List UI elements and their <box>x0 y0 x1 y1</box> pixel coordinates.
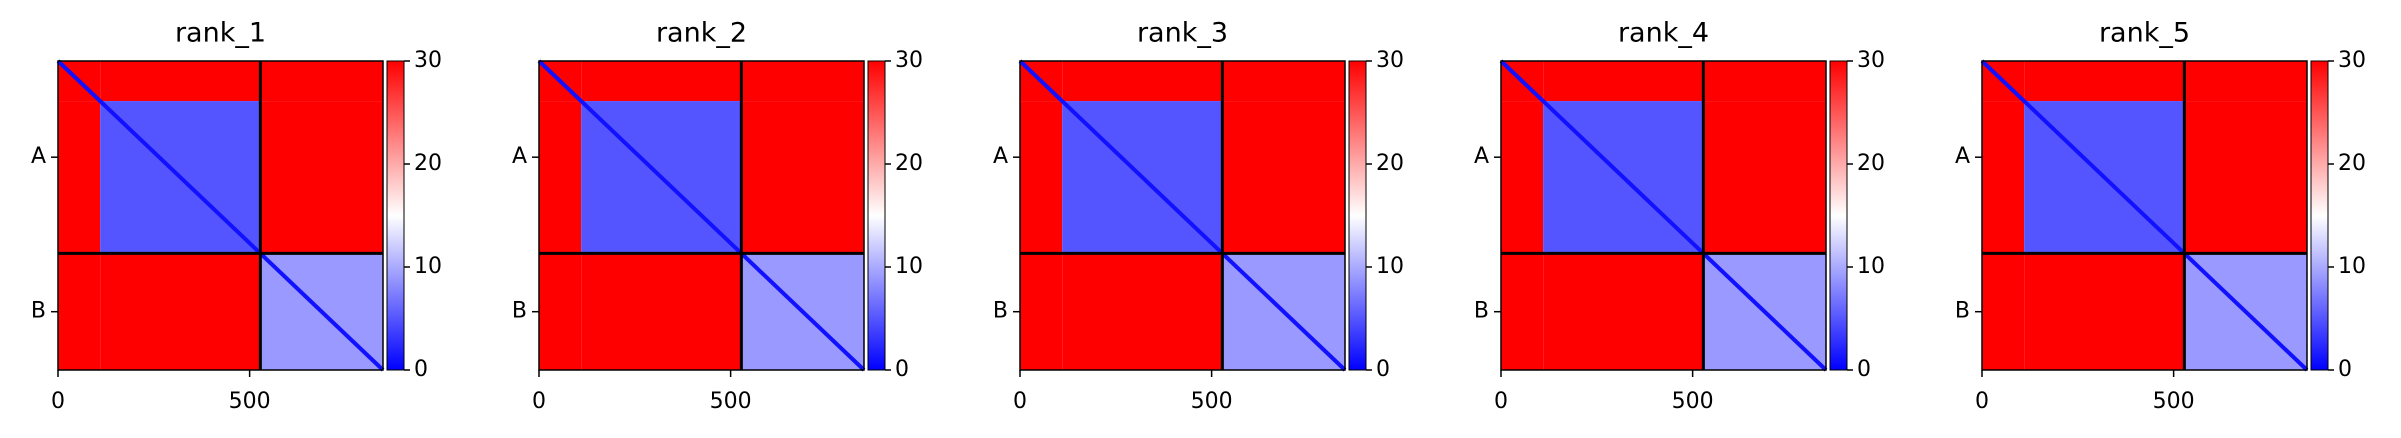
colorbar-tick-label: 20 <box>2338 151 2366 176</box>
chart-title: rank_4 <box>1618 18 1709 49</box>
colorbar-tick-label: 0 <box>1376 357 1390 382</box>
colorbar-tick-label: 30 <box>1376 48 1404 73</box>
plot-frame <box>1500 60 1827 371</box>
heatmap-cell <box>1062 253 1223 370</box>
x-tick-label: 0 <box>1494 389 1508 414</box>
colorbar <box>1348 60 1367 371</box>
heatmap-cell <box>1020 253 1063 370</box>
heatmap-cell <box>1703 101 1826 254</box>
heatmap-cell <box>260 101 383 254</box>
colorbar <box>1829 60 1848 371</box>
colorbar <box>867 60 886 371</box>
y-tick-label: A <box>512 144 527 169</box>
colorbar-tick-label: 20 <box>1376 151 1404 176</box>
colorbar-tick-label: 20 <box>1857 151 1885 176</box>
x-tick-label: 500 <box>710 389 752 414</box>
x-tick-label: 500 <box>1191 389 1233 414</box>
chart-title: rank_5 <box>2099 18 2190 49</box>
y-tick-label: B <box>1955 299 1970 324</box>
colorbar-tick-label: 10 <box>1376 254 1404 279</box>
colorbar-tick-label: 10 <box>895 254 923 279</box>
plot-frame <box>538 60 865 371</box>
heatmap-cell <box>1982 253 2025 370</box>
diagonal <box>1499 59 1828 372</box>
diagonal <box>537 59 866 372</box>
x-tick-label: 0 <box>1013 389 1027 414</box>
heatmap-cell <box>58 101 101 254</box>
plot-frame <box>57 60 384 371</box>
x-tick-label: 500 <box>1672 389 1714 414</box>
chart-title: rank_1 <box>175 18 266 49</box>
colorbar-tick-label: 0 <box>414 357 428 382</box>
diagonal <box>1980 59 2309 372</box>
colorbar-tick-label: 30 <box>895 48 923 73</box>
heatmap-cell <box>2184 61 2307 102</box>
x-tick-label: 500 <box>229 389 271 414</box>
heatmap-cell <box>1020 101 1063 254</box>
heatmap-cell <box>1222 61 1345 102</box>
plot-frame <box>1019 60 1346 371</box>
heatmap-cell <box>2184 101 2307 254</box>
diagonal <box>1018 59 1347 372</box>
heatmap-cell <box>100 61 261 102</box>
y-tick-label: A <box>993 144 1008 169</box>
chart-title: rank_3 <box>1137 18 1228 49</box>
y-tick-label: A <box>1474 144 1489 169</box>
colorbar-tick-label: 10 <box>2338 254 2366 279</box>
colorbar-tick-label: 0 <box>2338 357 2352 382</box>
y-tick-label: B <box>1474 299 1489 324</box>
heatmap-cell <box>2024 61 2185 102</box>
heatmap-cell <box>2024 253 2185 370</box>
heatmap-cell <box>1543 253 1704 370</box>
x-tick-label: 0 <box>51 389 65 414</box>
colorbar-tick-label: 0 <box>895 357 909 382</box>
heatmap-cell <box>260 61 383 102</box>
y-tick-label: A <box>1955 144 1970 169</box>
heatmap-cell <box>581 253 742 370</box>
colorbar-tick-label: 10 <box>414 254 442 279</box>
heatmap-cell <box>581 61 742 102</box>
y-tick-label: A <box>31 144 46 169</box>
y-tick-label: B <box>993 299 1008 324</box>
x-tick-label: 0 <box>532 389 546 414</box>
colorbar-tick-label: 30 <box>2338 48 2366 73</box>
x-tick-label: 0 <box>1975 389 1989 414</box>
heatmap-cell <box>1703 61 1826 102</box>
colorbar-tick-label: 20 <box>414 151 442 176</box>
colorbar <box>2310 60 2329 371</box>
colorbar-tick-label: 20 <box>895 151 923 176</box>
y-tick-label: B <box>31 299 46 324</box>
heatmap-cell <box>1982 101 2025 254</box>
heatmap-cell <box>1062 61 1223 102</box>
heatmap-cell <box>100 253 261 370</box>
heatmap-cell <box>1501 101 1544 254</box>
colorbar-tick-label: 30 <box>414 48 442 73</box>
heatmap-cell <box>1501 253 1544 370</box>
diagonal <box>56 59 385 372</box>
colorbar-tick-label: 0 <box>1857 357 1871 382</box>
heatmap-cell <box>741 101 864 254</box>
heatmap-cell <box>539 253 582 370</box>
heatmap-cell <box>741 61 864 102</box>
heatmap-cell <box>539 101 582 254</box>
colorbar <box>386 60 405 371</box>
colorbar-tick-label: 10 <box>1857 254 1885 279</box>
colorbar-tick-label: 30 <box>1857 48 1885 73</box>
chart-title: rank_2 <box>656 18 747 49</box>
heatmap-cell <box>58 253 101 370</box>
plot-frame <box>1981 60 2308 371</box>
heatmap-cell <box>1543 61 1704 102</box>
x-tick-label: 500 <box>2153 389 2195 414</box>
y-tick-label: B <box>512 299 527 324</box>
heatmap-cell <box>1222 101 1345 254</box>
